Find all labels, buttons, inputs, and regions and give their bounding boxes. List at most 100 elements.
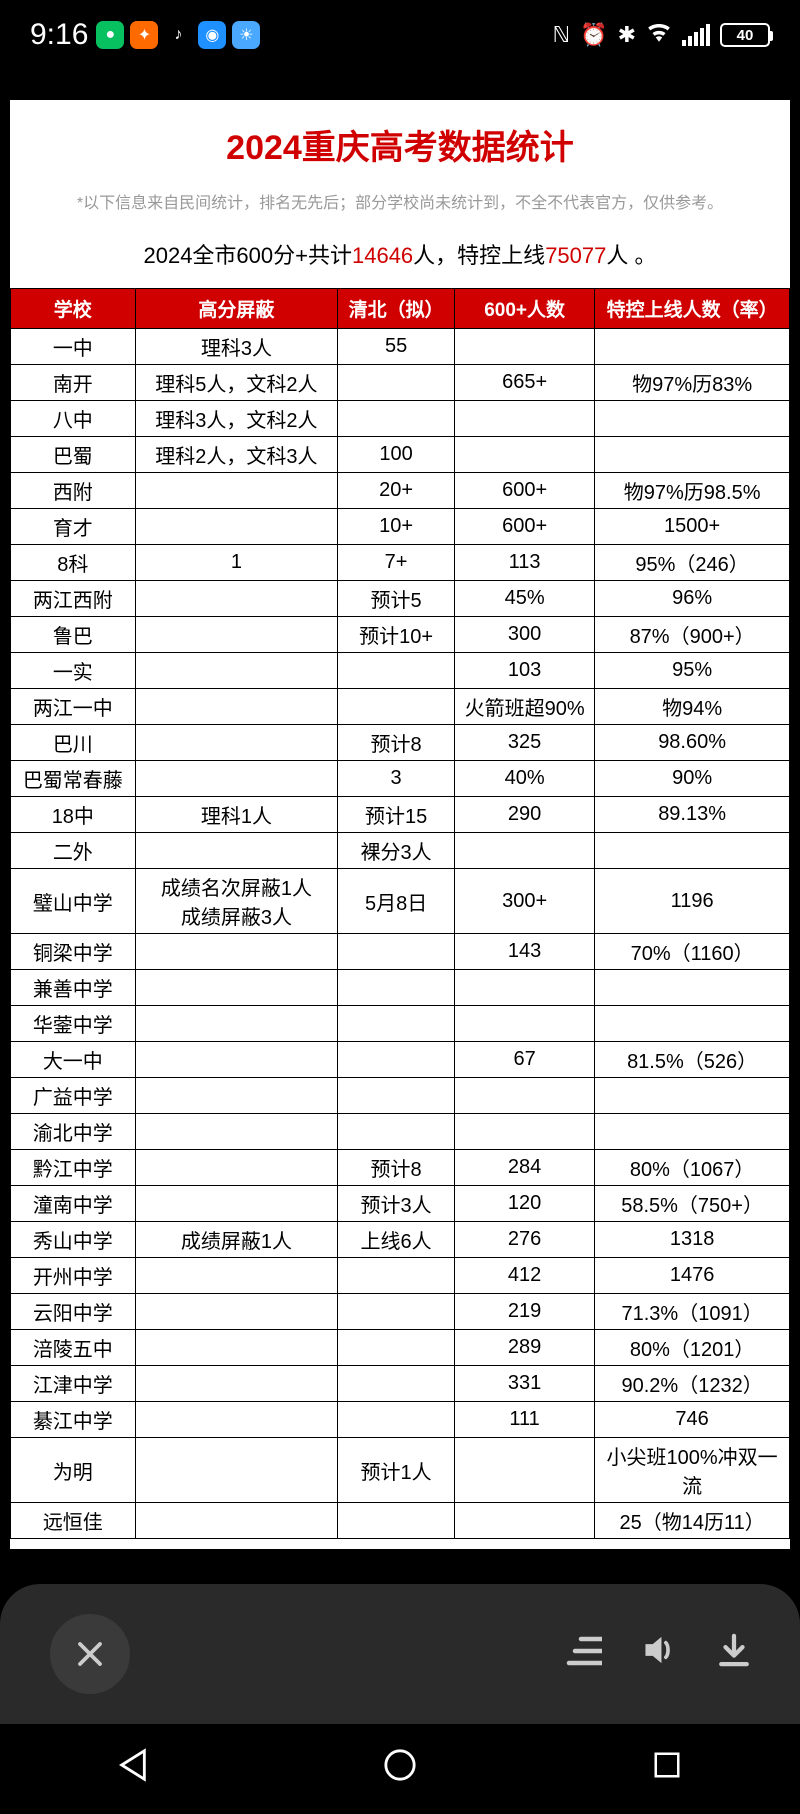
- table-cell: 裸分3人: [338, 833, 455, 869]
- table-row: 两江西附预计545%96%: [11, 581, 790, 617]
- table-cell: 3: [338, 761, 455, 797]
- table-row: 巴川预计832598.60%: [11, 725, 790, 761]
- table-row: 鲁巴预计10+30087%（900+）: [11, 617, 790, 653]
- col-qingbei: 清北（拟）: [338, 289, 455, 329]
- table-cell: 103: [455, 653, 595, 689]
- table-cell: [338, 1042, 455, 1078]
- table-cell: [135, 617, 338, 653]
- table-cell: [595, 833, 790, 869]
- table-cell: [135, 1503, 338, 1539]
- table-cell: 276: [455, 1222, 595, 1258]
- nav-home[interactable]: [340, 1748, 460, 1790]
- status-app-icons: ●✦♪◉☀: [96, 21, 260, 49]
- table-cell: [135, 1402, 338, 1438]
- table-cell: [595, 1078, 790, 1114]
- table-cell: 8科: [11, 545, 136, 581]
- table-cell: [135, 1186, 338, 1222]
- table-cell: 渝北中学: [11, 1114, 136, 1150]
- table-row: 秀山中学成绩屏蔽1人上线6人2761318: [11, 1222, 790, 1258]
- doc-title: 2024重庆高考数据统计: [10, 120, 790, 169]
- table-cell: 71.3%（1091）: [595, 1294, 790, 1330]
- table-row: 大一中6781.5%（526）: [11, 1042, 790, 1078]
- app-icon: ♪: [164, 21, 192, 49]
- table-row: 西附20+600+物97%历98.5%: [11, 473, 790, 509]
- table-cell: 预计10+: [338, 617, 455, 653]
- table-cell: 成绩屏蔽1人: [135, 1222, 338, 1258]
- table-cell: 预计1人: [338, 1438, 455, 1503]
- signal-icon: [682, 24, 710, 46]
- nav-recent[interactable]: [607, 1750, 727, 1788]
- table-cell: [595, 401, 790, 437]
- table-cell: 25（物14历11）: [595, 1503, 790, 1539]
- table-row: 两江一中火箭班超90%物94%: [11, 689, 790, 725]
- table-cell: 预计15: [338, 797, 455, 833]
- table-cell: [455, 1078, 595, 1114]
- bottom-toolbar: [0, 1584, 800, 1724]
- content-area: 2024重庆高考数据统计 *以下信息来自民间统计，排名无先后；部分学校尚未统计到…: [0, 70, 800, 1549]
- status-time: 9:16: [30, 18, 88, 52]
- col-tekong: 特控上线人数（率）: [595, 289, 790, 329]
- table-header-row: 学校 高分屏蔽 清北（拟） 600+人数 特控上线人数（率）: [11, 289, 790, 329]
- table-row: 璧山中学成绩名次屏蔽1人成绩屏蔽3人5月8日300+1196: [11, 869, 790, 934]
- table-cell: 理科3人，文科2人: [135, 401, 338, 437]
- menu-icon[interactable]: [566, 1633, 602, 1675]
- status-left: 9:16 ●✦♪◉☀: [30, 18, 260, 52]
- table-cell: 江津中学: [11, 1366, 136, 1402]
- table-cell: [455, 1438, 595, 1503]
- table-cell: 746: [595, 1402, 790, 1438]
- table-row: 云阳中学21971.3%（1091）: [11, 1294, 790, 1330]
- table-cell: 1: [135, 545, 338, 581]
- col-mask: 高分屏蔽: [135, 289, 338, 329]
- table-row: 广益中学: [11, 1078, 790, 1114]
- table-cell: [455, 970, 595, 1006]
- table-cell: 物97%历83%: [595, 365, 790, 401]
- table-cell: 58.5%（750+）: [595, 1186, 790, 1222]
- table-row: 为明预计1人小尖班100%冲双一流: [11, 1438, 790, 1503]
- table-cell: 18中: [11, 797, 136, 833]
- battery-icon: 40: [720, 23, 770, 47]
- table-cell: 两江一中: [11, 689, 136, 725]
- table-cell: [455, 1006, 595, 1042]
- table-cell: [595, 1114, 790, 1150]
- table-cell: 巴川: [11, 725, 136, 761]
- table-cell: [135, 1078, 338, 1114]
- table-row: 潼南中学预计3人12058.5%（750+）: [11, 1186, 790, 1222]
- table-cell: 87%（900+）: [595, 617, 790, 653]
- table-row: 綦江中学111746: [11, 1402, 790, 1438]
- status-bar: 9:16 ●✦♪◉☀ ℕ ⏰ ✱ 40: [0, 0, 800, 70]
- table-cell: 120: [455, 1186, 595, 1222]
- volume-icon[interactable]: [642, 1633, 678, 1675]
- table-cell: [135, 1114, 338, 1150]
- table-cell: 98.60%: [595, 725, 790, 761]
- table-cell: [135, 581, 338, 617]
- table-row: 华蓥中学: [11, 1006, 790, 1042]
- table-cell: 一实: [11, 653, 136, 689]
- nav-back[interactable]: [73, 1748, 193, 1790]
- table-cell: [455, 401, 595, 437]
- table-cell: 理科1人: [135, 797, 338, 833]
- table-cell: 西附: [11, 473, 136, 509]
- table-cell: 95%（246）: [595, 545, 790, 581]
- table-cell: [595, 329, 790, 365]
- alarm-icon: ⏰: [580, 22, 607, 48]
- table-cell: [135, 934, 338, 970]
- table-cell: [595, 437, 790, 473]
- table-cell: 70%（1160）: [595, 934, 790, 970]
- table-cell: [338, 1294, 455, 1330]
- table-cell: 1318: [595, 1222, 790, 1258]
- table-cell: [455, 437, 595, 473]
- table-cell: 成绩名次屏蔽1人成绩屏蔽3人: [135, 869, 338, 934]
- download-icon[interactable]: [718, 1633, 750, 1676]
- nav-bar: [0, 1724, 800, 1814]
- table-cell: 290: [455, 797, 595, 833]
- wifi-icon: [646, 22, 672, 48]
- table-cell: [338, 653, 455, 689]
- table-cell: 600+: [455, 473, 595, 509]
- table-row: 黔江中学预计828480%（1067）: [11, 1150, 790, 1186]
- close-button[interactable]: [50, 1614, 130, 1694]
- bluetooth-icon: ✱: [618, 22, 636, 48]
- table-cell: [135, 1294, 338, 1330]
- table-cell: [135, 725, 338, 761]
- table-cell: [135, 509, 338, 545]
- table-cell: 55: [338, 329, 455, 365]
